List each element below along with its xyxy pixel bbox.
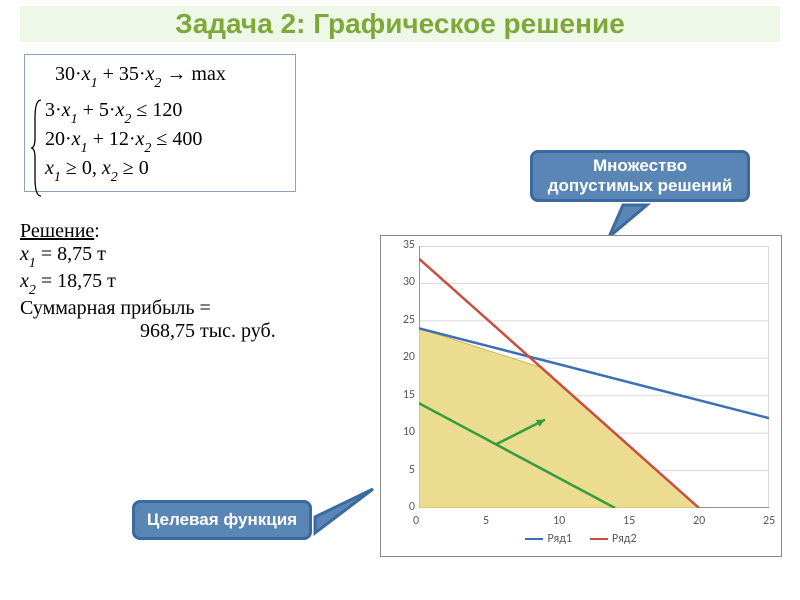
constraint-system: 3·x1 + 5·x2 ≤ 120 20·x1 + 12·x2 ≤ 400 x1…: [33, 98, 283, 185]
lp-chart: 05101520253035 0510152025 Ряд1Ряд2: [380, 235, 782, 557]
callout-tail-icon: [135, 503, 309, 537]
solution-text: Решение:x1 = 8,75 тx2 = 18,75 тСуммарная…: [20, 220, 360, 343]
constraint-row: 3·x1 + 5·x2 ≤ 120: [45, 98, 283, 127]
chart-plot-area: [419, 246, 769, 508]
title-text: Задача 2: Графическое решение: [175, 8, 625, 39]
constraint-row: x1 ≥ 0, x2 ≥ 0: [45, 156, 283, 185]
chart-legend: Ряд1 Ряд2: [381, 532, 781, 546]
callout-tail-icon: [533, 153, 747, 199]
legend-item: Ряд1: [525, 532, 572, 546]
formula-box: 30·x1 + 35·x2 → max 3·x1 + 5·x2 ≤ 120 20…: [24, 54, 296, 192]
system-brace-icon: [31, 98, 43, 198]
page-title: Задача 2: Графическое решение: [20, 6, 780, 42]
objective-function: 30·x1 + 35·x2 → max: [33, 61, 283, 98]
legend-item: Ряд2: [590, 532, 637, 546]
objective-function-callout: Целевая функция: [132, 500, 312, 540]
constraint-row: 20·x1 + 12·x2 ≤ 400: [45, 127, 283, 156]
feasible-set-callout: Множество допустимых решений: [530, 150, 750, 202]
